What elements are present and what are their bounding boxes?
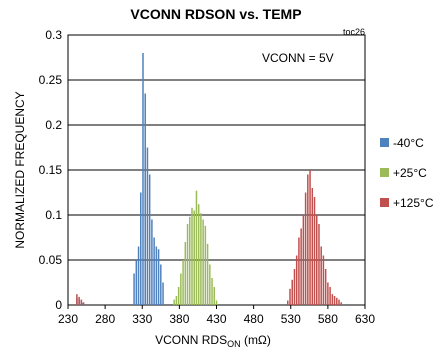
y-tick-label: 0.2 [45,118,62,132]
legend-swatch [380,198,389,207]
bar [332,294,334,305]
bar [149,175,151,306]
bar [158,249,160,305]
bar [314,197,316,305]
legend-label: +25°C [393,166,427,180]
y-tick-labels: 0 0.05 0.1 0.15 0.2 0.25 0.3 [39,28,63,312]
bar [209,265,211,306]
bar [334,296,336,305]
bar [189,217,191,305]
bar [83,302,85,305]
x-axis-label-main: VCONN RDS [155,333,227,347]
y-tick-label: 0.15 [39,163,63,177]
bar [309,170,311,305]
bar [327,283,329,306]
x-tick-labels: 230 280 330 380 430 480 530 580 630 [58,305,375,326]
bar [144,94,146,306]
x-tick-label: 530 [281,312,301,326]
bar [336,298,338,305]
y-tick-label: 0 [55,298,62,312]
x-axis-label: VCONN RDSON (mΩ) [155,333,271,349]
x-tick-label: 330 [132,312,152,326]
bars [76,53,342,305]
bar [320,247,322,306]
bar [133,274,135,306]
bar [287,301,289,306]
legend-label: +125°C [393,196,433,210]
x-tick-label: 480 [244,312,264,326]
bar [340,302,342,305]
bar [196,191,198,305]
bar [202,220,204,306]
bar [198,204,200,305]
bar [81,300,83,305]
bar [318,224,320,305]
bar [338,300,340,305]
y-tick-label: 0.3 [45,28,62,42]
bar [178,287,180,305]
bar [176,296,178,305]
bar [307,175,309,306]
legend-swatch [380,168,389,177]
bar [156,247,158,306]
x-tick-label: 380 [169,312,189,326]
x-tick-label: 430 [206,312,226,326]
bar [323,256,325,306]
bar [298,238,300,306]
legend-label: -40°C [393,136,424,150]
x-tick-label: 230 [58,312,78,326]
bar [187,224,189,305]
chart-title: VCONN RDSON vs. TEMP [130,6,301,22]
bar [325,269,327,305]
bar [76,294,78,305]
bar [207,244,209,305]
bar [205,226,207,305]
bar [294,269,296,305]
bar [185,242,187,305]
bar [329,287,331,305]
bar [289,289,291,305]
gridlines [68,80,365,260]
bar [151,220,153,306]
bar [305,193,307,306]
bar [303,215,305,305]
y-tick-label: 0.1 [45,208,62,222]
legend-swatch [380,138,389,147]
bar [147,148,149,306]
bar [182,260,184,305]
bar [173,300,175,305]
bar [300,229,302,306]
bar [78,297,80,305]
bar [136,260,138,305]
x-tick-label: 280 [95,312,115,326]
bar [180,274,182,306]
bar [191,208,193,305]
bar [214,287,216,305]
bar [153,238,155,306]
bar [162,283,164,306]
y-tick-label: 0.25 [39,73,63,87]
bar [216,301,218,306]
y-tick-label: 0.05 [39,253,63,267]
bar [200,213,202,305]
bar [296,256,298,306]
legend: -40°C +25°C +125°C [380,136,433,210]
x-axis-label-unit: (mΩ) [241,333,271,347]
annotation: VCONN = 5V [262,51,334,65]
bar [138,247,140,306]
bar [193,211,195,306]
x-tick-label: 630 [355,312,375,326]
x-tick-label: 580 [318,312,338,326]
bar [211,278,213,305]
bar [140,193,142,306]
bar [312,188,314,305]
bar [316,215,318,305]
y-axis-label: NORMALIZED FREQUENCY [13,91,27,248]
x-axis-label-subscript: ON [227,339,241,349]
bar [160,265,162,306]
bar [142,53,144,305]
bar [291,280,293,305]
